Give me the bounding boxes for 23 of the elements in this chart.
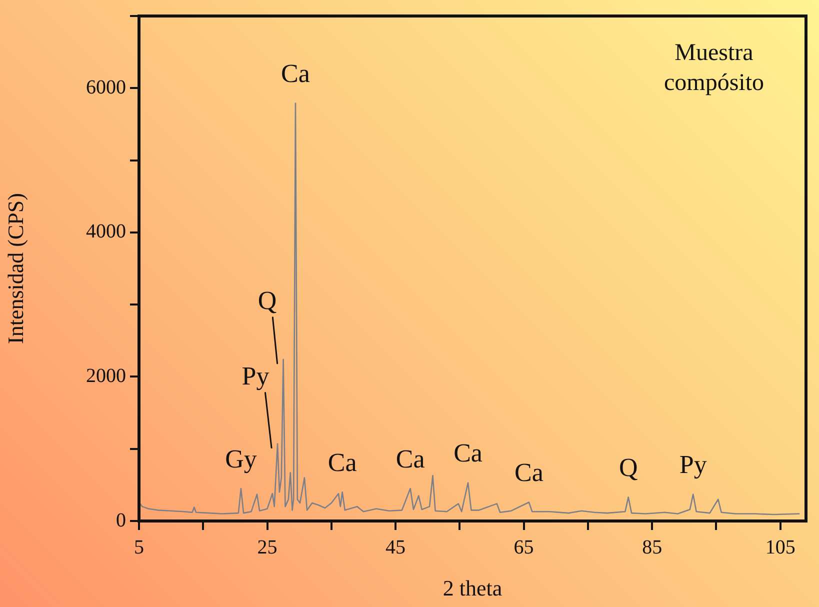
x-tick-label: 65 xyxy=(514,536,534,558)
annotation: Q xyxy=(258,286,277,316)
x-tick-label: 25 xyxy=(257,536,278,558)
x-tick-label: 45 xyxy=(386,536,406,558)
annotation: Py xyxy=(242,362,270,391)
y-tick-label: 6000 xyxy=(86,76,126,98)
x-axis-title: 2 theta xyxy=(442,576,502,601)
annotation: Q xyxy=(618,453,638,482)
x-tick-label: 85 xyxy=(642,536,662,558)
y-tick-label: 2000 xyxy=(86,364,126,387)
annotation: Muestra compósito xyxy=(663,39,765,98)
x-tick-label: 5 xyxy=(134,536,144,558)
y-tick-label: 0 xyxy=(116,509,126,532)
annotation: Ca xyxy=(514,458,544,488)
y-tick-label: 4000 xyxy=(86,220,126,243)
annotation: Ca xyxy=(396,444,426,474)
x-tick-label: 105 xyxy=(765,536,796,558)
annotation: Ca xyxy=(281,59,310,88)
annotation: Ca xyxy=(328,448,358,477)
annotation: Ca xyxy=(454,438,483,468)
annotation: Py xyxy=(679,450,707,480)
y-axis-title: Intensidad (CPS) xyxy=(2,193,28,344)
annotation: Gy xyxy=(225,444,257,474)
